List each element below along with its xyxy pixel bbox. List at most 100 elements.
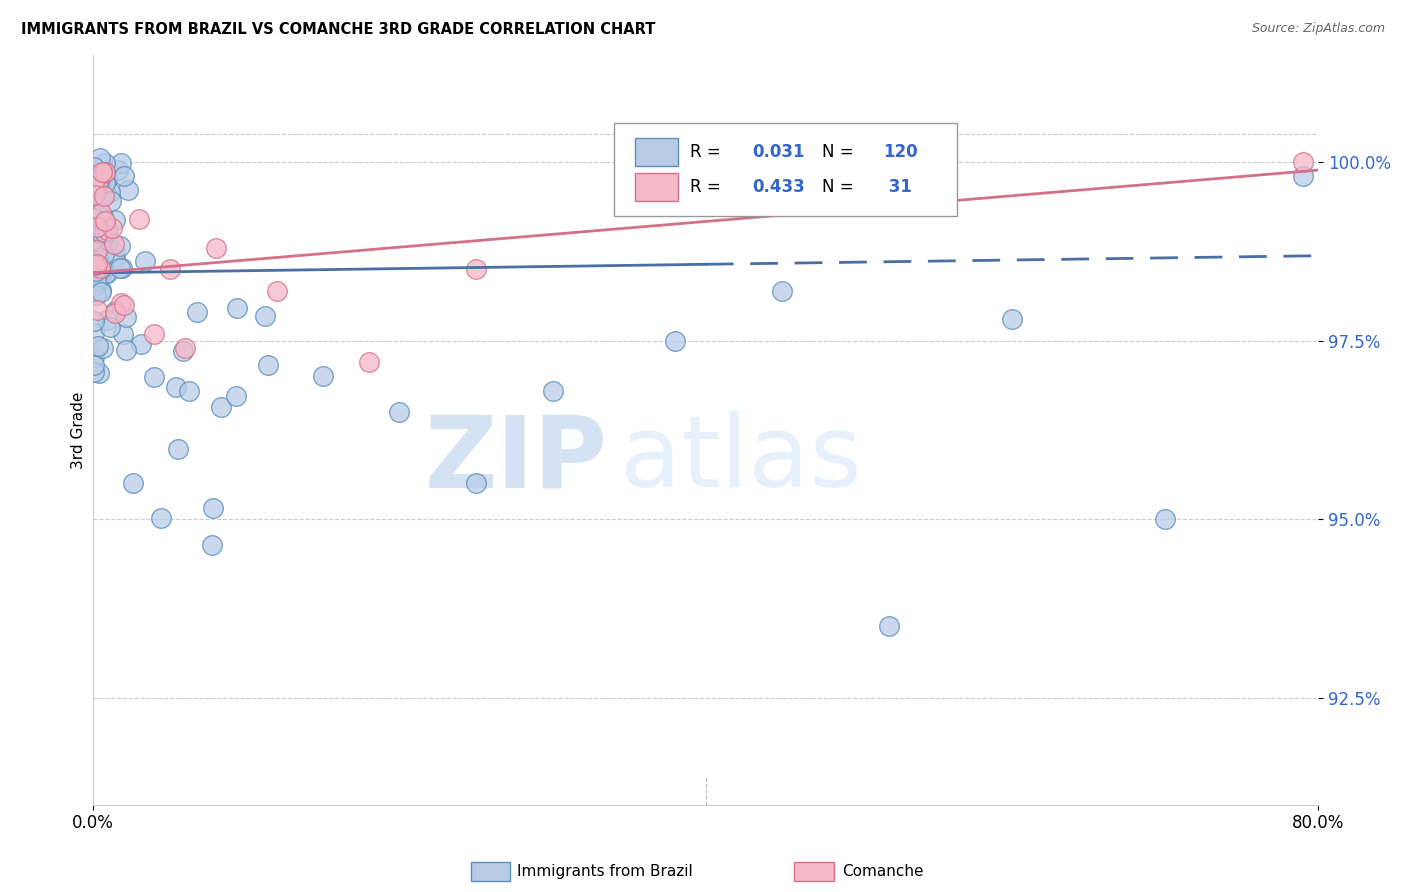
Point	[87, 178, 110, 193]
Point	[83, 192, 105, 206]
Point	[103, 237, 125, 252]
Point	[83, 169, 105, 184]
Point	[87, 174, 110, 188]
FancyBboxPatch shape	[634, 137, 678, 166]
Point	[93, 165, 115, 179]
Point	[89, 226, 111, 240]
Point	[94, 186, 117, 201]
Point	[89, 243, 111, 257]
Point	[122, 475, 145, 490]
Point	[165, 380, 187, 394]
Point	[84, 264, 107, 278]
Point	[1292, 155, 1315, 169]
Text: Comanche: Comanche	[842, 864, 924, 879]
Point	[83, 232, 105, 246]
Point	[143, 326, 166, 341]
Text: R =: R =	[690, 143, 725, 161]
Point	[101, 220, 124, 235]
Point	[84, 287, 107, 301]
Y-axis label: 3rd Grade: 3rd Grade	[72, 392, 86, 468]
Text: IMMIGRANTS FROM BRAZIL VS COMANCHE 3RD GRADE CORRELATION CHART: IMMIGRANTS FROM BRAZIL VS COMANCHE 3RD G…	[21, 22, 655, 37]
Point	[128, 212, 150, 227]
Point	[465, 476, 488, 491]
Text: 120: 120	[883, 143, 918, 161]
Point	[96, 266, 118, 280]
Point	[87, 242, 110, 256]
Point	[209, 400, 232, 414]
Point	[83, 351, 105, 365]
Point	[84, 259, 107, 273]
Point	[253, 309, 276, 323]
Point	[90, 285, 112, 300]
Point	[100, 194, 122, 208]
Point	[87, 194, 110, 209]
Point	[87, 205, 110, 219]
Point	[83, 314, 105, 328]
Point	[202, 500, 225, 515]
Text: N =: N =	[823, 143, 859, 161]
FancyBboxPatch shape	[634, 173, 678, 202]
Point	[94, 156, 117, 170]
Point	[87, 168, 110, 182]
Text: ZIP: ZIP	[425, 411, 607, 508]
Point	[83, 161, 105, 175]
Point	[112, 298, 135, 312]
Point	[86, 202, 108, 217]
Point	[83, 175, 105, 189]
Point	[134, 253, 156, 268]
Point	[83, 358, 105, 372]
Point	[104, 246, 127, 260]
Point	[96, 172, 118, 186]
Point	[114, 310, 136, 324]
Point	[97, 227, 120, 242]
Point	[312, 369, 335, 384]
Point	[91, 260, 114, 275]
Point	[89, 152, 111, 166]
Point	[94, 266, 117, 280]
Point	[84, 240, 107, 254]
Point	[84, 278, 107, 293]
Point	[111, 260, 134, 275]
Point	[112, 326, 135, 341]
Point	[83, 365, 105, 379]
Point	[91, 165, 114, 179]
Point	[107, 163, 129, 178]
Point	[84, 176, 107, 190]
Point	[89, 218, 111, 232]
Point	[142, 370, 165, 384]
Point	[93, 225, 115, 239]
Point	[94, 165, 117, 179]
Point	[89, 261, 111, 276]
Point	[94, 214, 117, 228]
Point	[110, 296, 132, 310]
Point	[257, 358, 280, 372]
Point	[87, 220, 110, 235]
Point	[94, 221, 117, 235]
Point	[86, 180, 108, 194]
Point	[83, 279, 105, 293]
Point	[225, 389, 247, 403]
Text: N =: N =	[823, 178, 859, 196]
Text: Immigrants from Brazil: Immigrants from Brazil	[517, 864, 693, 879]
Point	[93, 246, 115, 260]
Point	[83, 237, 105, 252]
Point	[93, 166, 115, 180]
Point	[89, 235, 111, 250]
Point	[388, 405, 411, 419]
Point	[104, 306, 127, 320]
Point	[83, 326, 105, 340]
Point	[86, 274, 108, 288]
Point	[104, 303, 127, 318]
Point	[89, 178, 111, 192]
Text: 0.433: 0.433	[752, 178, 806, 196]
Point	[89, 165, 111, 179]
Point	[149, 511, 172, 525]
Point	[97, 233, 120, 247]
Point	[86, 257, 108, 271]
Point	[93, 341, 115, 355]
Point	[90, 283, 112, 297]
Point	[83, 188, 105, 202]
Point	[84, 221, 107, 235]
Text: 31: 31	[883, 178, 912, 196]
Point	[108, 260, 131, 275]
